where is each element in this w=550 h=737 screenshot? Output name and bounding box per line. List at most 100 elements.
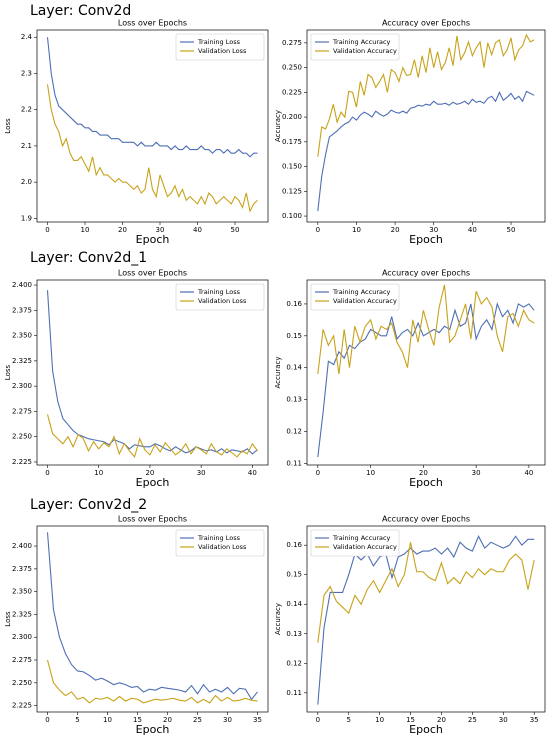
legend-box xyxy=(310,283,400,311)
x-tick-label: 50 xyxy=(231,226,240,234)
x-axis-label: Epoch xyxy=(409,476,443,489)
x-tick-label: 25 xyxy=(468,716,477,724)
y-axis-label: Accuracy xyxy=(274,110,282,142)
chart-title: Loss over Epochs xyxy=(118,515,187,524)
y-tick-label: 0.175 xyxy=(282,138,302,146)
legend-label: Validation Accuracy xyxy=(333,47,397,55)
x-tick-label: 30 xyxy=(197,469,206,477)
y-tick-label: 2.275 xyxy=(12,407,32,415)
y-axis-label: Accuracy xyxy=(274,357,282,389)
x-axis-label: Epoch xyxy=(409,233,443,246)
x-tick-label: 10 xyxy=(103,716,112,724)
x-tick-label: 20 xyxy=(145,469,154,477)
y-tick-label: 2.350 xyxy=(12,332,32,340)
legend-label: Validation Loss xyxy=(198,297,247,305)
legend-label: Validation Loss xyxy=(198,47,247,55)
x-tick-label: 35 xyxy=(253,716,262,724)
x-tick-label: 0 xyxy=(45,226,49,234)
x-tick-label: 40 xyxy=(193,226,202,234)
x-tick-label: 0 xyxy=(316,716,320,724)
x-tick-label: 30 xyxy=(472,469,481,477)
chart-title: Accuracy over Epochs xyxy=(382,515,470,524)
legend-label: Training Loss xyxy=(197,288,241,296)
y-tick-label: 0.250 xyxy=(282,64,302,72)
legend-label: Training Accuracy xyxy=(332,534,391,542)
plot-frame xyxy=(306,29,546,223)
legend-label: Training Accuracy xyxy=(332,288,391,296)
y-tick-label: 2.225 xyxy=(12,702,32,710)
legend-label: Validation Loss xyxy=(198,543,247,551)
line-series xyxy=(317,302,535,458)
y-axis-label: Loss xyxy=(4,611,12,627)
line-series xyxy=(46,84,258,213)
y-tick-label: 2.250 xyxy=(12,679,32,687)
y-tick-label: 0.275 xyxy=(282,39,302,47)
x-tick-label: 30 xyxy=(429,226,438,234)
legend-label: Validation Accuracy xyxy=(333,297,397,305)
x-tick-label: 35 xyxy=(530,716,539,724)
x-axis-label: Epoch xyxy=(136,723,170,736)
y-tick-label: 0.125 xyxy=(282,187,302,195)
x-tick-label: 40 xyxy=(524,469,533,477)
y-tick-label: 0.12 xyxy=(286,428,302,436)
y-tick-label: 0.15 xyxy=(286,332,302,340)
chart-title: Loss over Epochs xyxy=(118,19,187,28)
legend-box xyxy=(310,529,400,557)
x-axis-label: Epoch xyxy=(136,233,170,246)
line-series xyxy=(46,290,258,455)
y-tick-label: 2.225 xyxy=(12,458,32,466)
line-series xyxy=(46,659,258,704)
legend-label: Training Loss xyxy=(197,534,241,542)
plot-frame xyxy=(36,29,269,223)
x-tick-label: 50 xyxy=(507,226,516,234)
y-tick-label: 2.350 xyxy=(12,588,32,596)
x-tick-label: 20 xyxy=(391,226,400,234)
y-axis-label: Loss xyxy=(4,118,12,134)
x-tick-label: 0 xyxy=(45,716,49,724)
y-tick-label: 2.2 xyxy=(21,106,32,114)
x-tick-label: 10 xyxy=(94,469,103,477)
y-tick-label: 0.14 xyxy=(286,600,302,608)
y-tick-label: 2.400 xyxy=(12,542,32,550)
y-axis-label: Loss xyxy=(4,364,12,380)
line-series xyxy=(317,33,535,157)
y-tick-label: 2.325 xyxy=(12,357,32,365)
line-series xyxy=(317,542,535,643)
y-tick-label: 2.250 xyxy=(12,433,32,441)
x-axis-label: Epoch xyxy=(136,476,170,489)
x-axis-label: Epoch xyxy=(409,723,443,736)
x-tick-label: 5 xyxy=(346,716,350,724)
x-tick-label: 10 xyxy=(366,469,375,477)
y-tick-label: 0.150 xyxy=(282,163,302,171)
y-tick-label: 2.0 xyxy=(21,178,32,186)
y-tick-label: 0.100 xyxy=(282,212,302,220)
layer-label: Layer: Conv2d_2 xyxy=(30,497,147,513)
x-tick-label: 10 xyxy=(352,226,361,234)
layer-label: Layer: Conv2d xyxy=(30,3,131,19)
x-tick-label: 30 xyxy=(499,716,508,724)
line-series xyxy=(317,535,535,705)
y-tick-label: 2.4 xyxy=(21,33,33,41)
plot-frame xyxy=(306,279,546,466)
x-tick-label: 20 xyxy=(118,226,127,234)
plot-frame xyxy=(36,525,269,713)
chart-title: Loss over Epochs xyxy=(118,269,187,278)
line-series xyxy=(317,284,535,375)
y-axis-label: Accuracy xyxy=(274,603,282,635)
line-series xyxy=(46,532,258,701)
layer-label: Layer: Conv2d_1 xyxy=(30,250,147,266)
legend-box xyxy=(310,33,400,61)
x-tick-label: 0 xyxy=(316,226,320,234)
line-series xyxy=(317,90,535,212)
legend-box xyxy=(175,529,265,557)
y-tick-label: 1.9 xyxy=(21,214,32,222)
x-tick-label: 20 xyxy=(419,469,428,477)
y-tick-label: 2.275 xyxy=(12,656,32,664)
y-tick-label: 2.400 xyxy=(12,281,32,289)
y-tick-label: 0.12 xyxy=(286,659,302,667)
y-tick-label: 2.375 xyxy=(12,565,32,573)
legend-box xyxy=(175,283,265,311)
chart-title: Accuracy over Epochs xyxy=(382,269,470,278)
legend-label: Validation Accuracy xyxy=(333,543,397,551)
